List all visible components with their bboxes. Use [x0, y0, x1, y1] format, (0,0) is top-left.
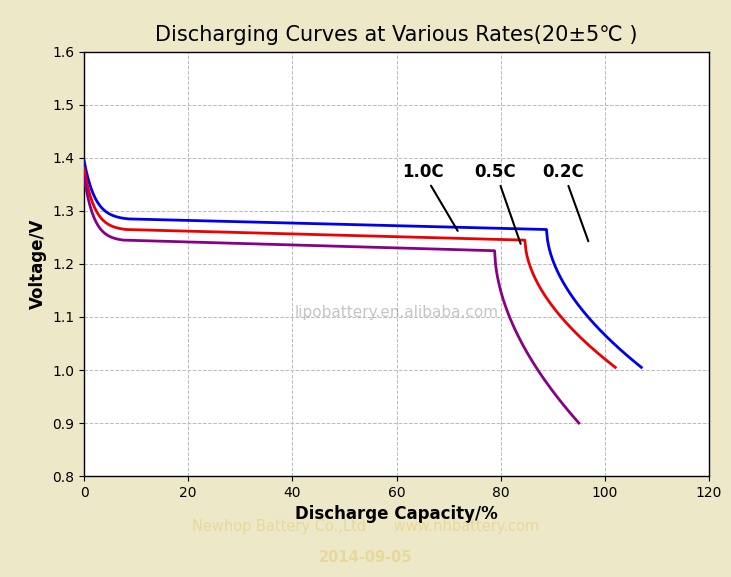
Text: Newhop Battery Co.,Ltd      www.nhbattery.com: Newhop Battery Co.,Ltd www.nhbattery.com [192, 519, 539, 534]
Text: 0.5C: 0.5C [474, 163, 520, 244]
Y-axis label: Voltage/V: Voltage/V [29, 219, 47, 309]
Text: 2014-09-05: 2014-09-05 [319, 550, 412, 565]
Text: 1.0C: 1.0C [402, 163, 458, 231]
Text: lipobattery.en.alibaba.com: lipobattery.en.alibaba.com [295, 305, 499, 320]
X-axis label: Discharge Capacity/%: Discharge Capacity/% [295, 505, 498, 523]
Text: 0.2C: 0.2C [542, 163, 588, 241]
Title: Discharging Curves at Various Rates(20±5℃ ): Discharging Curves at Various Rates(20±5… [155, 25, 638, 45]
